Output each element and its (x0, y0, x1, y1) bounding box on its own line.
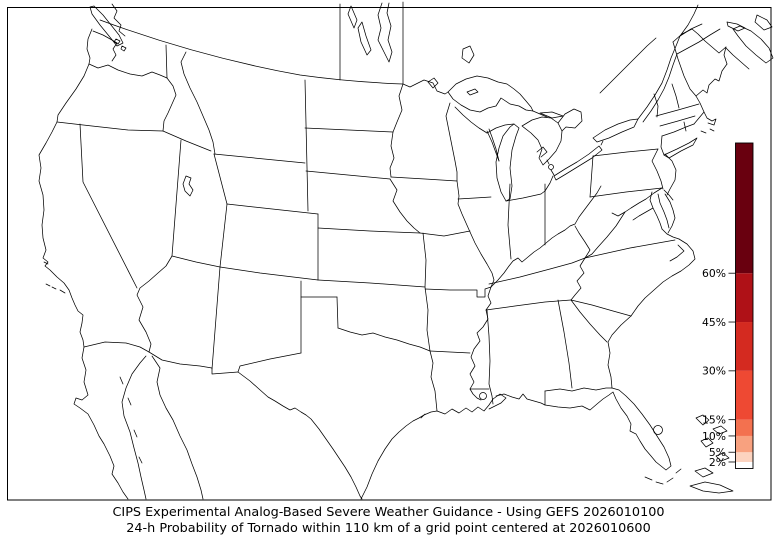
mexico-features (73, 341, 363, 500)
caption-line-1: CIPS Experimental Analog-Based Severe We… (112, 505, 665, 520)
colorbar-tick-label: 30% (702, 365, 726, 378)
colorbar-segment (735, 461, 753, 469)
colorbar-tick-label: 5% (709, 446, 726, 459)
colorbar-tick-label: 15% (702, 413, 726, 426)
colorbar-segment (735, 452, 753, 462)
figure-caption: CIPS Experimental Analog-Based Severe We… (0, 505, 777, 537)
colorbar-segment (735, 419, 753, 436)
colorbar-segment (735, 143, 753, 274)
map-frame (7, 7, 772, 501)
islands-and-keys (43, 128, 734, 494)
great-lakes (447, 75, 639, 202)
colorbar-segment (735, 322, 753, 371)
colorbar-tick-label: 10% (702, 430, 726, 443)
colorbar-tick-label: 2% (709, 456, 726, 469)
colorbar-segment (735, 435, 753, 453)
colorbar-tick-label: 45% (702, 316, 726, 329)
us-state-borders (56, 44, 700, 412)
colorbar-tick-label: 60% (702, 267, 726, 280)
colorbar-frame (735, 142, 754, 469)
us-coastline (38, 28, 728, 500)
colorbar-segment (735, 273, 753, 323)
canada-features (89, 1, 774, 123)
colorbar-segment (735, 370, 753, 420)
colorbar: 60% 45% 30% 15% 10% 5%2% (702, 142, 754, 469)
caption-line-2: 24-h Probability of Tornado within 110 k… (126, 521, 651, 536)
